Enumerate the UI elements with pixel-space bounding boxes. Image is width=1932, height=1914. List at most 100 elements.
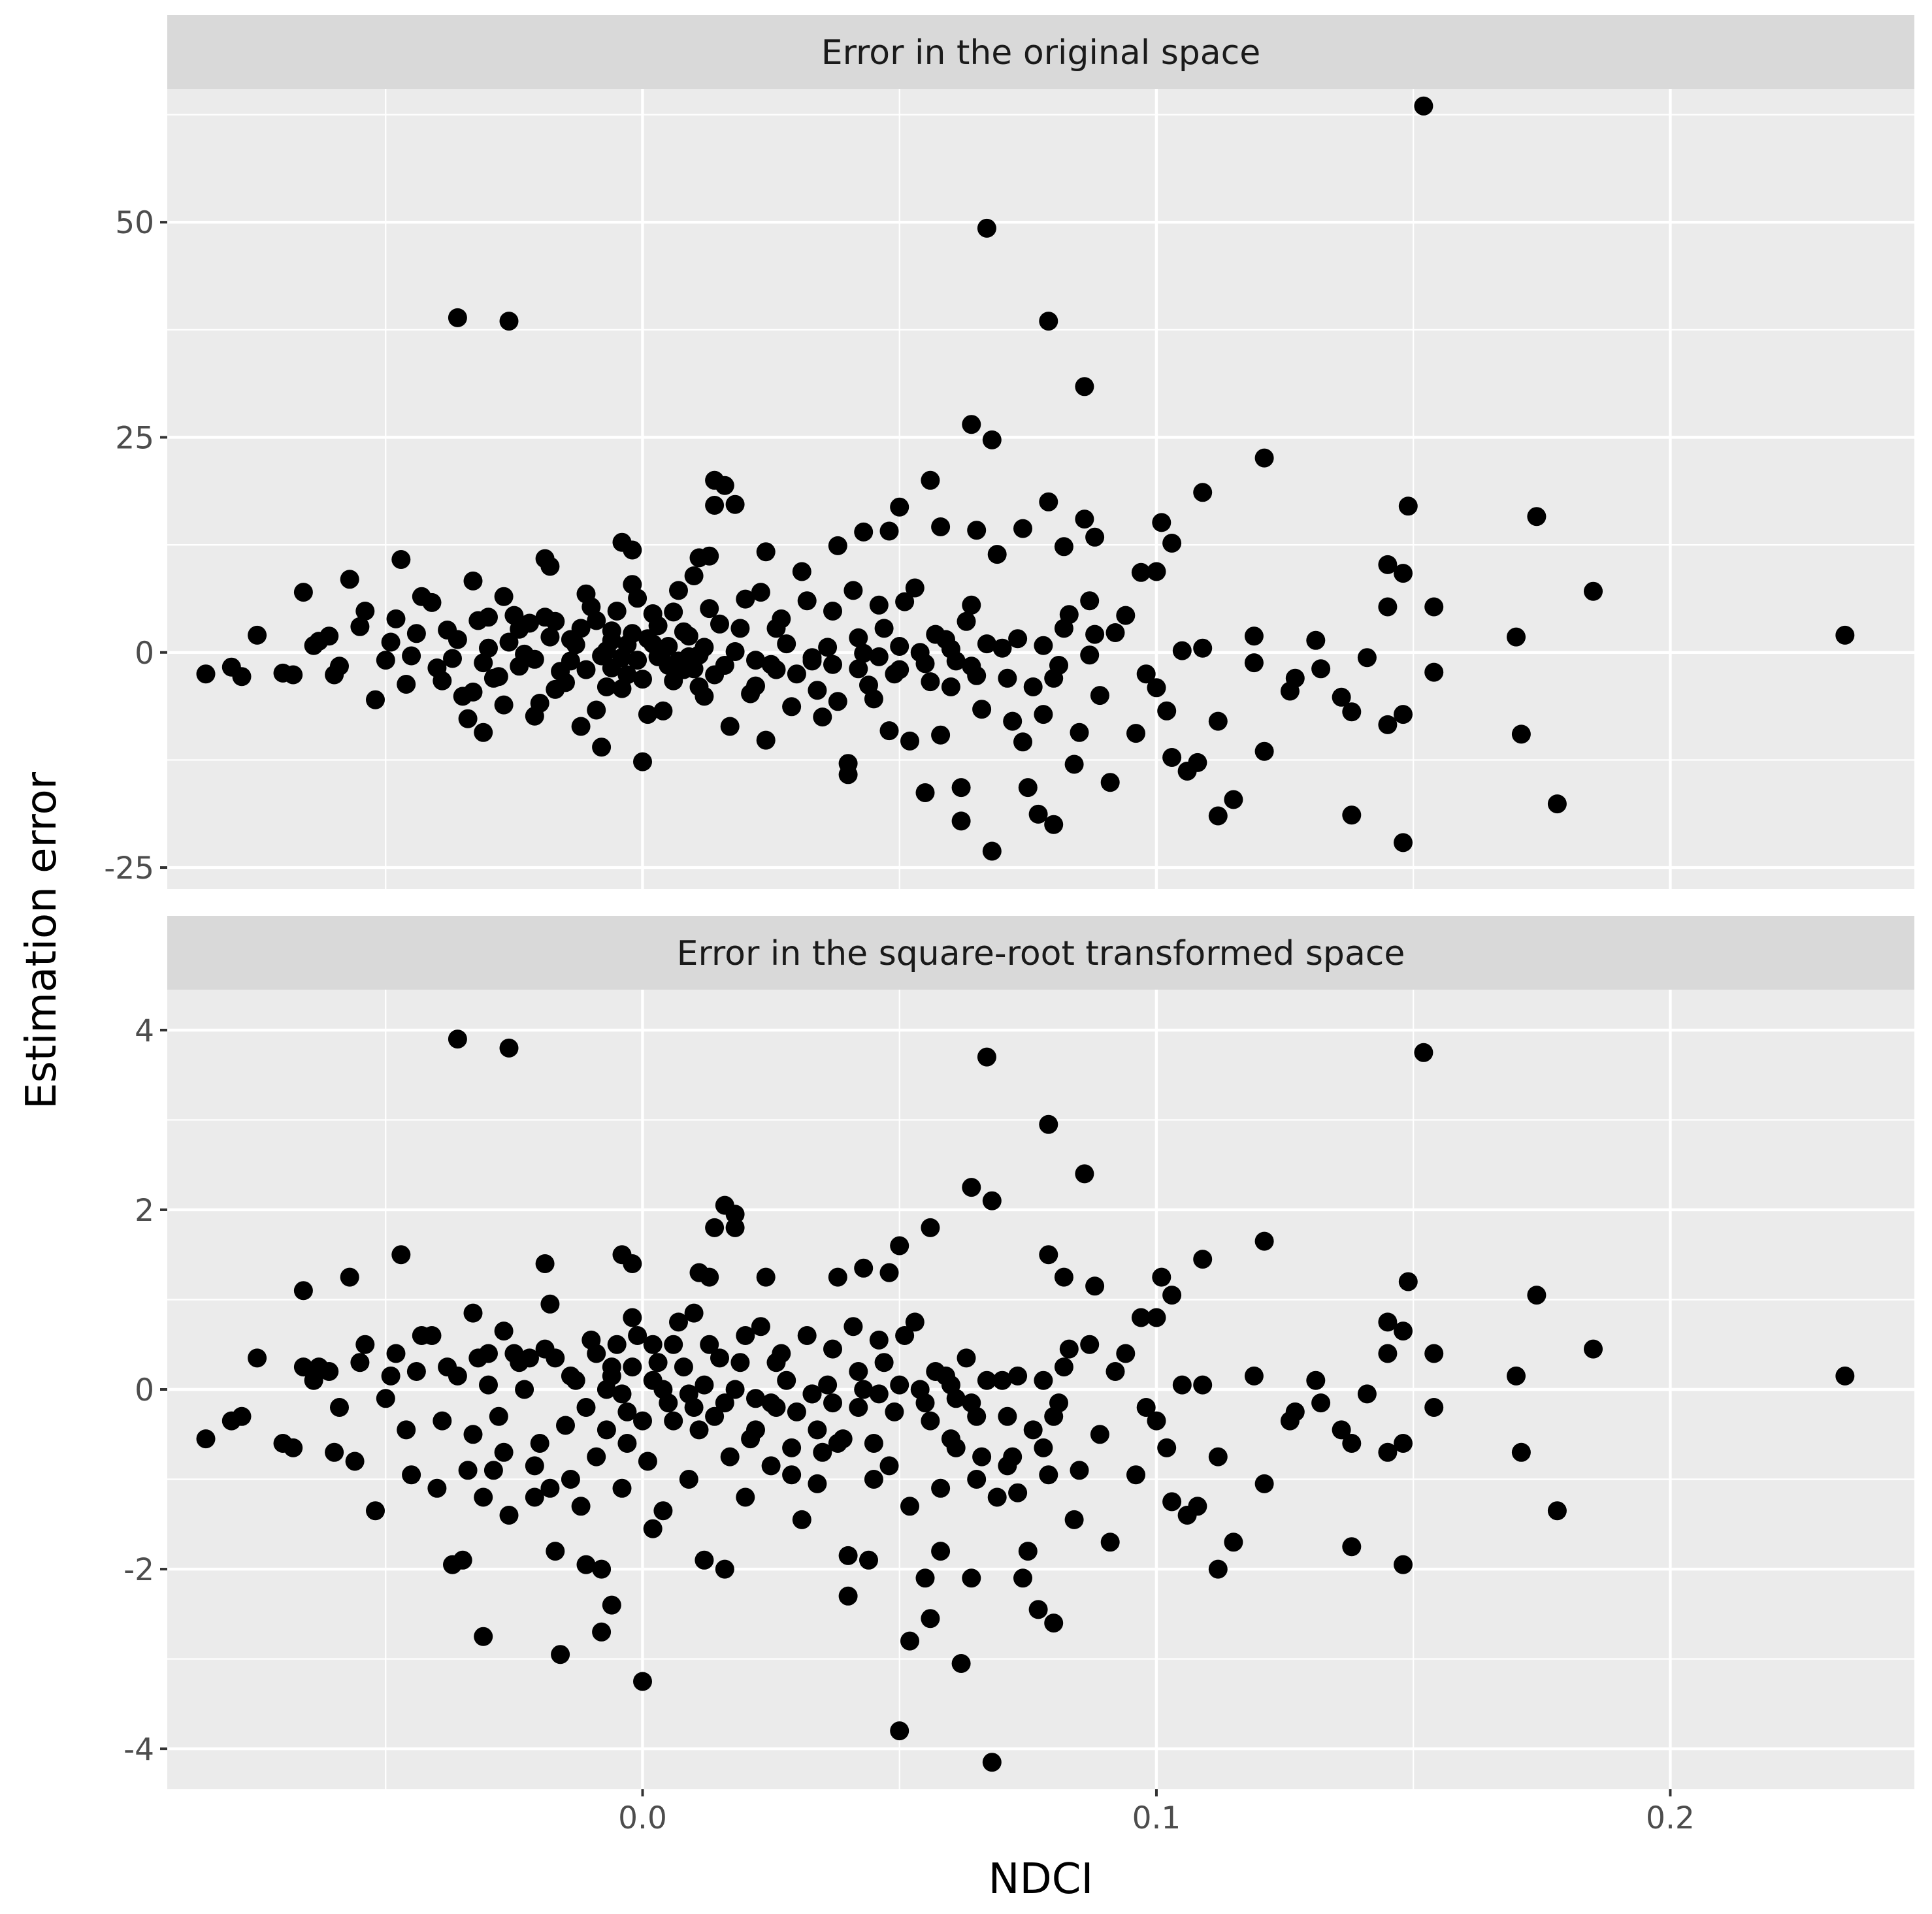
- data-point: [499, 1506, 519, 1525]
- data-point: [869, 1384, 889, 1404]
- data-point: [638, 705, 657, 724]
- data-point: [864, 689, 883, 709]
- data-point: [340, 570, 359, 589]
- data-point: [448, 1366, 467, 1386]
- data-point: [1039, 1114, 1058, 1134]
- data-point: [700, 1335, 719, 1354]
- strip-title-original: Error in the original space: [821, 33, 1261, 73]
- data-point: [982, 841, 1002, 861]
- data-point: [1039, 312, 1058, 331]
- data-point: [653, 1501, 673, 1521]
- data-point: [921, 1218, 940, 1237]
- data-point: [474, 653, 493, 673]
- data-point: [741, 1429, 761, 1449]
- data-point: [1136, 1398, 1156, 1417]
- data-point: [951, 778, 971, 798]
- data-point: [319, 1362, 339, 1381]
- data-point: [1172, 641, 1192, 660]
- data-point: [777, 634, 796, 654]
- data-point: [1414, 96, 1433, 116]
- data-point: [874, 1353, 894, 1372]
- data-point: [725, 1380, 745, 1399]
- data-point: [1584, 1339, 1603, 1359]
- data-point: [885, 664, 904, 684]
- data-point: [1054, 1357, 1073, 1377]
- data-point: [248, 625, 267, 645]
- data-point: [931, 725, 951, 745]
- data-point: [1527, 507, 1547, 527]
- data-point: [1034, 1371, 1053, 1390]
- data-point: [849, 1362, 868, 1381]
- data-point: [510, 1353, 529, 1372]
- data-point: [962, 1393, 981, 1413]
- data-point: [576, 1555, 596, 1574]
- data-point: [1136, 664, 1156, 684]
- data-point: [1394, 1555, 1413, 1574]
- data-point: [406, 1362, 426, 1381]
- data-point: [535, 608, 555, 627]
- data-point: [802, 648, 822, 668]
- points-sqrt: [196, 1030, 1855, 1772]
- data-point: [463, 682, 483, 702]
- data-point: [1075, 1164, 1094, 1184]
- data-point: [319, 626, 339, 646]
- data-point: [386, 609, 406, 628]
- data-point: [859, 1550, 878, 1570]
- data-point: [448, 308, 467, 327]
- data-point: [962, 1178, 981, 1197]
- data-point: [1584, 581, 1603, 601]
- data-point: [1398, 496, 1418, 516]
- data-point: [705, 1406, 725, 1426]
- data-point: [684, 1398, 704, 1417]
- data-point: [1023, 1420, 1043, 1440]
- data-point: [443, 649, 462, 668]
- data-point: [623, 1308, 642, 1327]
- data-point: [998, 1456, 1017, 1476]
- data-point: [1039, 1465, 1058, 1485]
- x-axis: 0.0 0.1 0.2: [618, 1789, 1695, 1836]
- data-point: [1147, 562, 1166, 581]
- data-point: [1070, 722, 1089, 742]
- data-point: [1424, 1398, 1444, 1417]
- data-point: [736, 1326, 755, 1345]
- data-point: [689, 645, 709, 665]
- data-point: [515, 1380, 534, 1399]
- data-point: [1080, 591, 1100, 611]
- data-point: [1044, 815, 1064, 834]
- data-point: [869, 647, 889, 666]
- data-point: [1394, 564, 1413, 583]
- data-point: [638, 1452, 657, 1471]
- data-point: [1028, 804, 1048, 824]
- data-point: [1090, 1425, 1109, 1444]
- data-point: [741, 684, 761, 704]
- data-point: [1424, 1344, 1444, 1363]
- data-point: [736, 1487, 755, 1507]
- data-point: [525, 649, 544, 669]
- data-point: [483, 1461, 503, 1480]
- data-point: [1208, 711, 1228, 731]
- data-point: [1378, 555, 1398, 574]
- data-point: [422, 592, 442, 612]
- data-point: [1208, 1559, 1228, 1579]
- data-point: [1064, 1510, 1084, 1529]
- data-point: [1147, 678, 1166, 698]
- data-point: [617, 665, 637, 685]
- data-point: [1039, 492, 1058, 511]
- data-point: [679, 1470, 698, 1489]
- data-point: [720, 1447, 740, 1467]
- data-point: [1394, 1434, 1413, 1453]
- data-point: [1332, 687, 1351, 707]
- data-point: [1059, 1339, 1079, 1359]
- data-point: [1511, 724, 1531, 744]
- data-point: [525, 706, 544, 726]
- data-point: [664, 671, 683, 690]
- strip-sqrt-space: [167, 916, 1914, 990]
- data-point: [1075, 510, 1094, 529]
- data-point: [612, 1384, 632, 1404]
- data-point: [397, 675, 416, 694]
- data-point: [1342, 702, 1362, 722]
- data-point: [715, 476, 734, 495]
- data-point: [700, 1267, 719, 1287]
- data-point: [895, 1326, 915, 1345]
- data-point: [566, 635, 585, 655]
